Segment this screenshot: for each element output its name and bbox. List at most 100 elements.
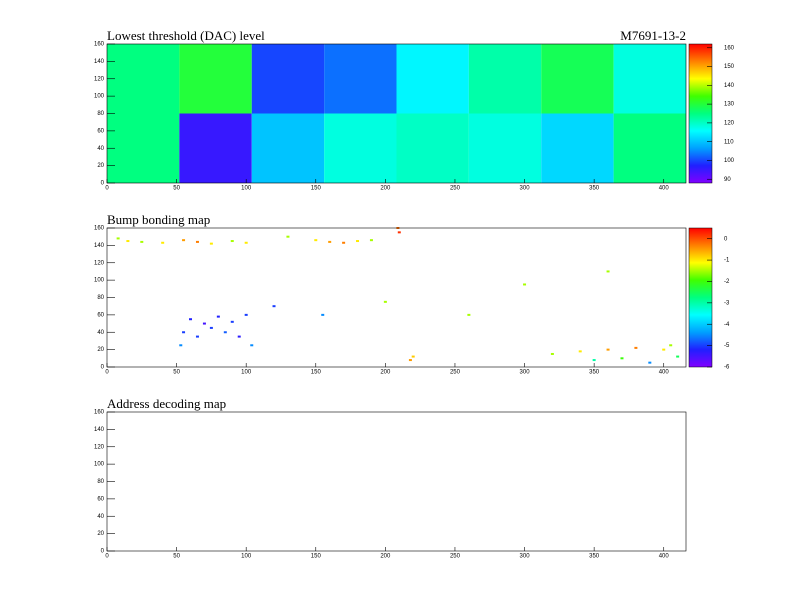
y-tick-label: 140 xyxy=(94,427,105,433)
y-tick-label: 20 xyxy=(97,531,104,537)
x-tick-label: 350 xyxy=(589,370,600,376)
y-tick-label: 0 xyxy=(101,181,105,187)
heatmap-cell xyxy=(324,113,397,183)
pixel-hit xyxy=(606,348,610,351)
heatmap-cell xyxy=(324,44,397,114)
z-tick-label: 140 xyxy=(724,83,735,89)
x-tick-label: 400 xyxy=(659,186,670,192)
pixel-hit xyxy=(523,283,527,286)
pixel-hit xyxy=(321,313,325,316)
z-tick-label: 120 xyxy=(724,120,735,126)
z-tick-label: 130 xyxy=(724,102,735,108)
pixel-hit xyxy=(209,326,213,329)
pixel-hit xyxy=(411,355,415,358)
pixel-hit xyxy=(356,240,360,243)
pixel-hit xyxy=(662,348,666,351)
z-tick-label: 110 xyxy=(724,139,734,145)
panel-title: Bump bonding map xyxy=(107,212,210,227)
y-tick-label: 20 xyxy=(97,347,104,353)
pixel-hit xyxy=(216,315,220,318)
y-tick-label: 140 xyxy=(94,59,105,65)
heatmap-cell xyxy=(613,44,686,114)
pixel-hit xyxy=(244,313,248,316)
y-tick-label: 100 xyxy=(94,94,105,100)
heatmap-cell xyxy=(541,44,614,114)
x-tick-label: 50 xyxy=(173,186,180,192)
pixel-hit xyxy=(397,231,401,234)
pixel-hit xyxy=(244,241,248,244)
heatmap-cell xyxy=(251,44,325,114)
y-tick-label: 100 xyxy=(94,462,105,468)
pixel-hit xyxy=(592,359,596,362)
y-tick-label: 120 xyxy=(94,76,105,82)
y-tick-label: 120 xyxy=(94,444,105,450)
y-tick-label: 160 xyxy=(94,226,105,232)
pixel-hit xyxy=(648,361,652,364)
pixel-hit xyxy=(209,242,213,245)
pixel-hit xyxy=(383,300,387,303)
pixel-hit xyxy=(467,313,471,316)
pixel-hit xyxy=(634,346,638,349)
z-tick-label: 160 xyxy=(724,45,735,51)
y-tick-label: 40 xyxy=(97,146,104,152)
panel-title: Address decoding map xyxy=(107,396,226,411)
pixel-hit xyxy=(342,241,346,244)
pixel-hit xyxy=(550,352,554,355)
y-tick-label: 120 xyxy=(94,260,105,266)
z-tick-label: 150 xyxy=(724,64,735,70)
pixel-hit xyxy=(286,235,290,238)
x-tick-label: 400 xyxy=(659,370,670,376)
pixel-hit xyxy=(620,357,624,360)
pixel-hit xyxy=(161,241,165,244)
panel-title: Lowest threshold (DAC) level xyxy=(107,28,265,43)
heatmap-cell xyxy=(396,113,469,183)
pixel-hit xyxy=(189,318,193,321)
x-tick-label: 300 xyxy=(520,554,531,560)
y-tick-label: 100 xyxy=(94,278,105,284)
y-tick-label: 40 xyxy=(97,514,104,520)
z-tick-label: -6 xyxy=(724,365,730,371)
heatmap-cell xyxy=(251,113,325,183)
heatmap-cell xyxy=(107,44,180,114)
pixel-hit xyxy=(408,359,412,362)
y-tick-label: 80 xyxy=(97,479,104,485)
x-tick-label: 250 xyxy=(450,186,461,192)
y-tick-label: 60 xyxy=(97,496,104,502)
heatmap-cell xyxy=(468,44,542,114)
x-tick-label: 100 xyxy=(241,186,252,192)
pixel-hit xyxy=(126,240,130,243)
pixel-hit xyxy=(182,239,186,242)
y-tick-label: 60 xyxy=(97,128,104,134)
pixel-hit xyxy=(179,344,183,347)
y-tick-label: 0 xyxy=(101,549,105,555)
x-tick-label: 300 xyxy=(520,186,531,192)
pixel-hit xyxy=(223,331,227,334)
pixel-hit xyxy=(250,344,254,347)
x-tick-label: 150 xyxy=(311,370,322,376)
y-tick-label: 160 xyxy=(94,42,105,48)
color-bar xyxy=(688,43,713,184)
x-tick-label: 0 xyxy=(105,554,109,560)
pixel-hit xyxy=(369,239,373,242)
pixel-hit xyxy=(202,322,206,325)
heatmap-cell xyxy=(396,44,469,114)
z-tick-label: -3 xyxy=(724,300,730,306)
panel-label: M7691-13-2 xyxy=(620,28,686,43)
z-tick-label: -2 xyxy=(724,279,730,285)
pixel-hit xyxy=(578,350,582,353)
x-tick-label: 50 xyxy=(173,554,180,560)
y-tick-label: 160 xyxy=(94,410,105,416)
y-tick-label: 80 xyxy=(97,111,104,117)
pixel-hit xyxy=(314,239,318,242)
y-tick-label: 40 xyxy=(97,330,104,336)
x-tick-label: 300 xyxy=(520,370,531,376)
x-tick-label: 50 xyxy=(173,370,180,376)
pixel-hit xyxy=(140,240,144,243)
pixel-hit xyxy=(237,335,241,338)
heatmap-cell xyxy=(468,113,542,183)
x-tick-label: 0 xyxy=(105,186,109,192)
heatmap-cell xyxy=(179,44,252,114)
pixel-hit xyxy=(116,237,120,240)
x-tick-label: 200 xyxy=(380,554,391,560)
